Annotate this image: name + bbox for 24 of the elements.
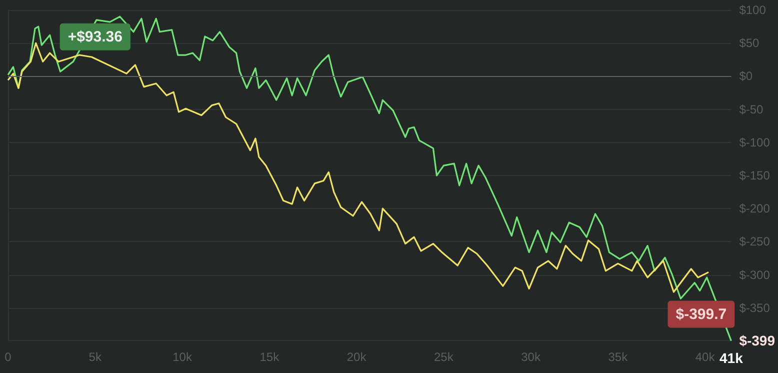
x-tick-label: 25k — [434, 350, 454, 364]
y-tick-label: $50 — [739, 36, 760, 50]
y-tick-label: $-200 — [739, 202, 770, 216]
annotation: $-399.7 — [676, 306, 727, 323]
y-tick-label: $-350 — [739, 300, 770, 315]
y-tick-label: $-300 — [739, 268, 770, 282]
y-tick-label: $0 — [739, 69, 753, 84]
line-series — [7, 42, 710, 293]
x-tick-label: 15k — [260, 350, 280, 364]
x-tick-label: 30k — [521, 350, 542, 364]
y-tick-label: $-399 — [739, 332, 776, 348]
x-tick-label: 35k — [608, 350, 629, 364]
y-tick-label: $-100 — [739, 135, 770, 150]
x-tick-label: 0 — [4, 350, 12, 364]
annotation: +$93.36 — [68, 28, 122, 46]
y-tick-label: $100 — [739, 3, 766, 17]
x-tick-label: 41k — [720, 350, 744, 366]
y-tick-label: $-150 — [739, 168, 770, 182]
x-tick-label: 5k — [88, 350, 102, 364]
x-tick-label: 40k — [695, 350, 716, 364]
x-tick-label: 10k — [172, 350, 193, 364]
y-tick-label: $-250 — [739, 234, 770, 249]
x-tick-label: 20k — [346, 350, 368, 364]
y-tick-label: $-50 — [739, 102, 764, 116]
